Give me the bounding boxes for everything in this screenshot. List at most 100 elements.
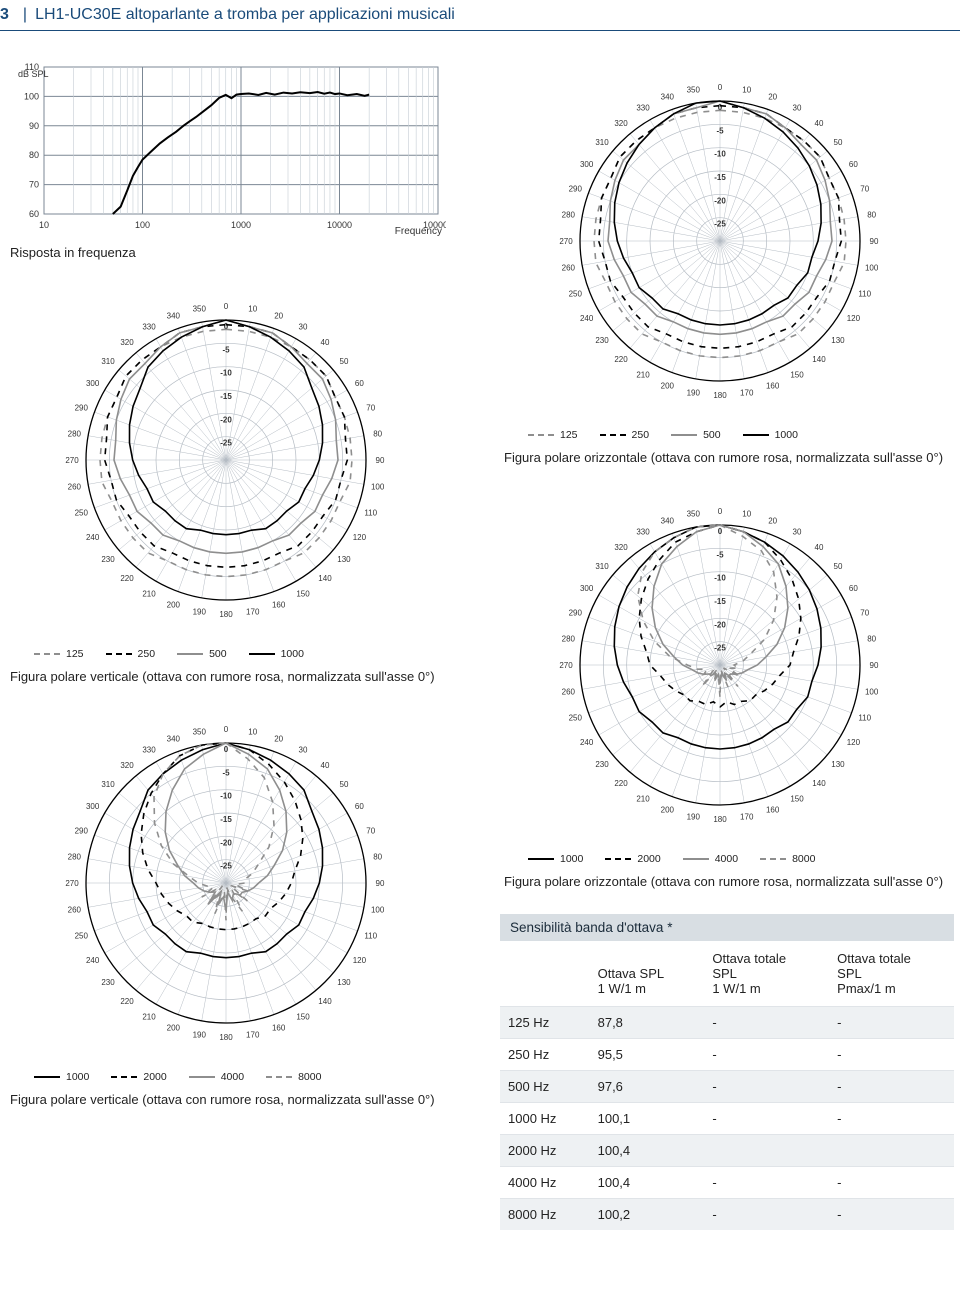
svg-text:190: 190 bbox=[687, 389, 701, 398]
svg-text:260: 260 bbox=[68, 482, 82, 491]
svg-text:160: 160 bbox=[766, 382, 780, 391]
header-rule bbox=[0, 30, 960, 31]
svg-text:230: 230 bbox=[595, 760, 609, 769]
svg-text:40: 40 bbox=[815, 543, 824, 552]
polar-vertical-high-chart: 0-5-10-15-20-250102030405060708090100110… bbox=[6, 703, 446, 1063]
svg-text:250: 250 bbox=[75, 508, 89, 517]
page-header: 3 | LH1-UC30E altoparlante a tromba per … bbox=[0, 0, 960, 30]
svg-text:100: 100 bbox=[865, 264, 879, 273]
table-cell: 500 Hz bbox=[500, 1071, 590, 1103]
svg-text:-20: -20 bbox=[220, 838, 232, 847]
svg-text:100: 100 bbox=[371, 906, 385, 915]
svg-text:-25: -25 bbox=[220, 438, 232, 447]
svg-text:-5: -5 bbox=[222, 768, 230, 777]
svg-text:210: 210 bbox=[636, 370, 650, 379]
table-col-header: Ottava totaleSPL1 W/1 m bbox=[704, 941, 829, 1007]
legend-label: 8000 bbox=[792, 853, 815, 865]
svg-text:240: 240 bbox=[86, 956, 100, 965]
polar-vertical-low-chart: 0-5-10-15-20-250102030405060708090100110… bbox=[6, 280, 446, 640]
legend-item: 2000 bbox=[111, 1071, 166, 1083]
svg-text:270: 270 bbox=[65, 879, 79, 888]
svg-text:-5: -5 bbox=[222, 345, 230, 354]
polar-horizontal-low-legend: 1252505001000 bbox=[528, 429, 954, 441]
table-cell: - bbox=[829, 1199, 954, 1231]
svg-text:-10: -10 bbox=[714, 150, 726, 159]
svg-text:-15: -15 bbox=[220, 392, 232, 401]
svg-text:250: 250 bbox=[569, 713, 583, 722]
svg-text:140: 140 bbox=[812, 779, 826, 788]
svg-text:270: 270 bbox=[559, 661, 573, 670]
table-col-header: Ottava SPL1 W/1 m bbox=[590, 941, 705, 1007]
svg-text:20: 20 bbox=[274, 311, 283, 320]
table-row: 8000 Hz100,2-- bbox=[500, 1199, 954, 1231]
svg-text:300: 300 bbox=[86, 802, 100, 811]
legend-item: 2000 bbox=[605, 853, 660, 865]
svg-text:210: 210 bbox=[142, 1012, 156, 1021]
svg-text:50: 50 bbox=[340, 357, 349, 366]
table-cell: - bbox=[829, 1007, 954, 1039]
svg-text:140: 140 bbox=[318, 574, 332, 583]
legend-label: 1000 bbox=[281, 648, 304, 660]
table-row: 2000 Hz100,4 bbox=[500, 1135, 954, 1167]
svg-text:100: 100 bbox=[24, 91, 39, 101]
svg-text:170: 170 bbox=[740, 812, 754, 821]
svg-text:170: 170 bbox=[246, 607, 260, 616]
legend-item: 250 bbox=[106, 648, 156, 660]
legend-label: 2000 bbox=[637, 853, 660, 865]
svg-text:80: 80 bbox=[373, 852, 382, 861]
legend-label: 2000 bbox=[143, 1071, 166, 1083]
svg-text:260: 260 bbox=[562, 264, 576, 273]
legend-item: 250 bbox=[600, 429, 650, 441]
polar-horizontal-high-caption: Figura polare orizzontale (ottava con ru… bbox=[504, 873, 954, 891]
svg-text:Frequency: Frequency bbox=[395, 226, 442, 236]
table-cell: - bbox=[829, 1039, 954, 1071]
table-cell: - bbox=[704, 1039, 829, 1071]
svg-text:290: 290 bbox=[75, 403, 89, 412]
svg-text:-5: -5 bbox=[716, 126, 724, 135]
svg-text:10: 10 bbox=[742, 85, 751, 94]
svg-text:180: 180 bbox=[713, 391, 727, 400]
svg-text:160: 160 bbox=[766, 805, 780, 814]
svg-text:220: 220 bbox=[614, 355, 628, 364]
svg-text:310: 310 bbox=[595, 562, 609, 571]
table-cell: 8000 Hz bbox=[500, 1199, 590, 1231]
svg-text:200: 200 bbox=[661, 382, 675, 391]
svg-text:330: 330 bbox=[636, 104, 650, 113]
svg-text:250: 250 bbox=[569, 290, 583, 299]
svg-text:270: 270 bbox=[65, 456, 79, 465]
svg-text:-20: -20 bbox=[714, 620, 726, 629]
svg-text:30: 30 bbox=[299, 746, 308, 755]
table-row: 125 Hz87,8-- bbox=[500, 1007, 954, 1039]
page-number: 3 bbox=[0, 6, 9, 24]
svg-text:-15: -15 bbox=[714, 173, 726, 182]
svg-text:200: 200 bbox=[167, 600, 181, 609]
table-cell: - bbox=[704, 1007, 829, 1039]
svg-text:130: 130 bbox=[337, 555, 351, 564]
svg-text:230: 230 bbox=[101, 555, 115, 564]
legend-item: 500 bbox=[671, 429, 721, 441]
svg-text:200: 200 bbox=[661, 805, 675, 814]
svg-text:330: 330 bbox=[142, 322, 156, 331]
svg-text:110: 110 bbox=[364, 932, 377, 941]
svg-text:150: 150 bbox=[296, 589, 310, 598]
table-cell: 250 Hz bbox=[500, 1039, 590, 1071]
svg-text:-10: -10 bbox=[220, 792, 232, 801]
svg-text:-25: -25 bbox=[714, 643, 726, 652]
svg-text:100: 100 bbox=[371, 482, 385, 491]
svg-text:110: 110 bbox=[364, 508, 377, 517]
svg-text:10: 10 bbox=[39, 220, 49, 230]
legend-label: 125 bbox=[66, 648, 84, 660]
svg-text:350: 350 bbox=[193, 727, 207, 736]
svg-text:120: 120 bbox=[353, 956, 367, 965]
svg-text:120: 120 bbox=[847, 314, 861, 323]
svg-text:140: 140 bbox=[812, 355, 826, 364]
table-cell bbox=[829, 1135, 954, 1167]
legend-item: 125 bbox=[34, 648, 84, 660]
svg-text:270: 270 bbox=[559, 237, 573, 246]
svg-text:60: 60 bbox=[849, 160, 858, 169]
svg-text:320: 320 bbox=[614, 543, 628, 552]
table-cell: - bbox=[829, 1071, 954, 1103]
svg-text:290: 290 bbox=[75, 826, 89, 835]
svg-text:20: 20 bbox=[274, 734, 283, 743]
svg-text:340: 340 bbox=[661, 92, 675, 101]
